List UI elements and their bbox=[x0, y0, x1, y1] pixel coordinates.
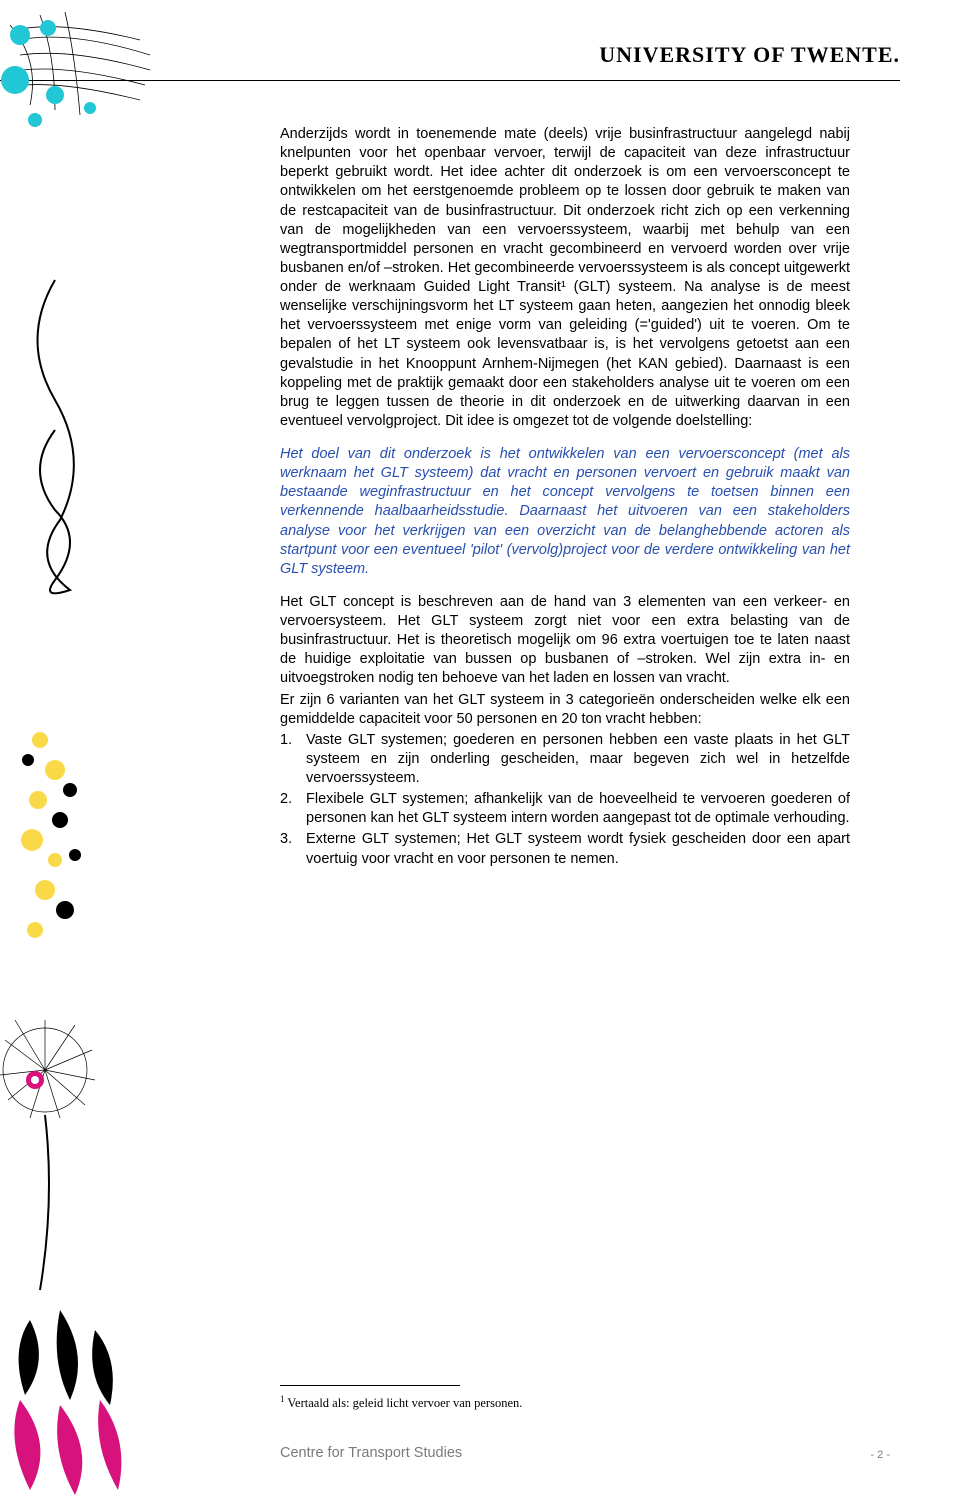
list-text: Vaste GLT systemen; goederen en personen… bbox=[306, 731, 850, 788]
list-text: Externe GLT systemen; Het GLT systeem wo… bbox=[306, 830, 850, 868]
university-logo-text: UNIVERSITY OF TWENTE. bbox=[599, 42, 900, 68]
main-content: Anderzijds wordt in toenemende mate (dee… bbox=[280, 125, 850, 871]
footnote: 1 Vertaald als: geleid licht vervoer van… bbox=[280, 1394, 522, 1411]
decorative-sidebar-art bbox=[0, 0, 180, 1501]
header-rule bbox=[0, 80, 900, 81]
list-item: 3. Externe GLT systemen; Het GLT systeem… bbox=[280, 830, 850, 868]
footnote-text: Vertaald als: geleid licht vervoer van p… bbox=[285, 1396, 523, 1410]
footer-center-text: Centre for Transport Studies bbox=[280, 1445, 462, 1461]
body-paragraph-goal: Het doel van dit onderzoek is het ontwik… bbox=[280, 445, 850, 579]
body-paragraph-4: Er zijn 6 varianten van het GLT systeem … bbox=[280, 691, 850, 729]
list-item: 1. Vaste GLT systemen; goederen en perso… bbox=[280, 731, 850, 788]
body-paragraph-3: Het GLT concept is beschreven aan de han… bbox=[280, 593, 850, 689]
list-number: 1. bbox=[280, 731, 306, 788]
list-number: 2. bbox=[280, 790, 306, 828]
variant-list: 1. Vaste GLT systemen; goederen en perso… bbox=[280, 731, 850, 869]
list-number: 3. bbox=[280, 830, 306, 868]
body-paragraph-1: Anderzijds wordt in toenemende mate (dee… bbox=[280, 125, 850, 431]
list-text: Flexibele GLT systemen; afhankelijk van … bbox=[306, 790, 850, 828]
footer-page-number: - 2 - bbox=[870, 1449, 890, 1461]
footnote-rule bbox=[280, 1385, 460, 1386]
page: UNIVERSITY OF TWENTE. bbox=[0, 0, 960, 1501]
list-item: 2. Flexibele GLT systemen; afhankelijk v… bbox=[280, 790, 850, 828]
